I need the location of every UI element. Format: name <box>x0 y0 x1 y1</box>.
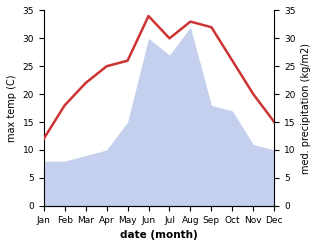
Y-axis label: med. precipitation (kg/m2): med. precipitation (kg/m2) <box>301 43 311 174</box>
X-axis label: date (month): date (month) <box>120 230 198 240</box>
Y-axis label: max temp (C): max temp (C) <box>7 74 17 142</box>
